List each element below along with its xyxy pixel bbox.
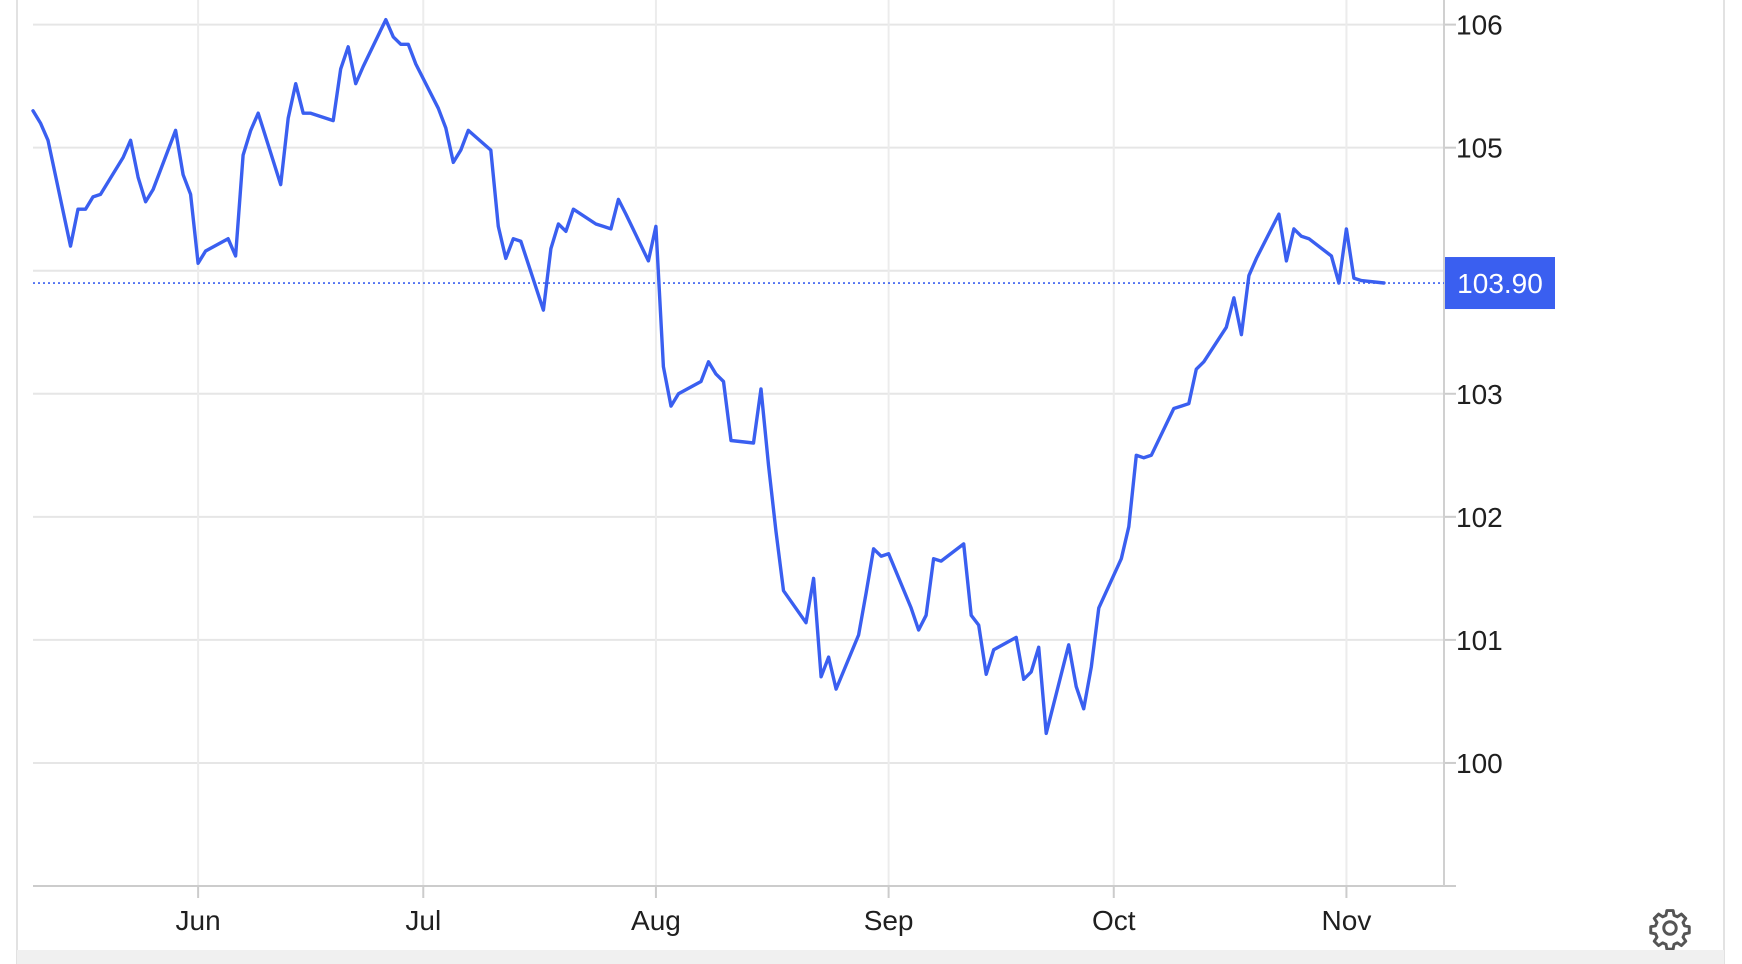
y-tick-label: 103 [1456, 379, 1503, 410]
last-value-badge [1445, 257, 1555, 310]
y-tick-label: 100 [1456, 748, 1503, 779]
y-tick-label: 101 [1456, 625, 1503, 656]
y-tick-label: 106 [1456, 10, 1503, 41]
settings-button[interactable] [1648, 906, 1692, 951]
y-tick-label: 105 [1456, 133, 1503, 164]
x-tick-label: Aug [631, 905, 681, 936]
x-tick-label: Jun [176, 905, 221, 936]
x-tick-label: Nov [1322, 905, 1372, 936]
bottom-strip [17, 950, 1724, 964]
gear-icon [1649, 909, 1691, 951]
x-tick-label: Oct [1092, 905, 1136, 936]
price-series-line [31, 18, 1386, 736]
series-layer [31, 18, 1386, 736]
last-value-label: 103.90 [1457, 268, 1543, 299]
x-tick-label: Jul [405, 905, 441, 936]
x-tick-label: Sep [864, 905, 914, 936]
tick-labels: 100101102103104105106JunJulAugSepOctNov1… [176, 10, 1555, 936]
y-tick-label: 102 [1456, 502, 1503, 533]
